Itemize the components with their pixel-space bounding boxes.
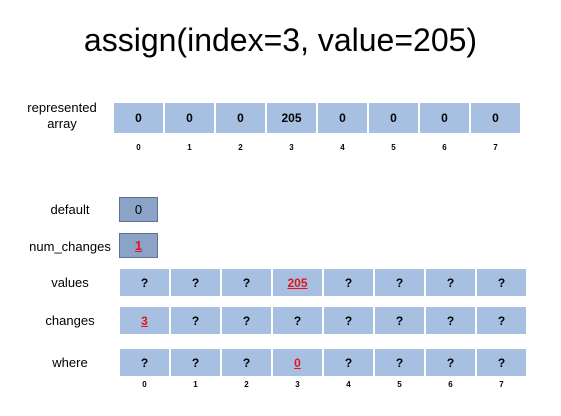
represented-array-cell: 0: [113, 102, 164, 134]
values-cell: ?: [221, 268, 272, 297]
index-label: 5: [397, 380, 402, 389]
changes-cell: ?: [476, 306, 527, 335]
values-cell: ?: [323, 268, 374, 297]
values-cell: ?: [119, 268, 170, 297]
index-label: 2: [244, 380, 249, 389]
represented-array-cell: 0: [368, 102, 419, 134]
where-cell: ?: [425, 348, 476, 377]
changes-cell: ?: [272, 306, 323, 335]
represented-array-label: represented array: [14, 100, 110, 132]
index-label: 3: [289, 143, 294, 152]
index-label: 5: [391, 143, 396, 152]
where-cell: ?: [221, 348, 272, 377]
index-label: 4: [346, 380, 351, 389]
where-label: where: [52, 355, 88, 370]
changes-cell: ?: [374, 306, 425, 335]
where-cell: ?: [323, 348, 374, 377]
changes-cell: ?: [425, 306, 476, 335]
index-label: 1: [187, 143, 192, 152]
values-cell: ?: [170, 268, 221, 297]
values-row: ? ? ? 205 ? ? ? ?: [119, 268, 527, 297]
represented-array-cell: 0: [215, 102, 266, 134]
num-changes-box-row: 1: [119, 233, 158, 258]
values-cell-highlight: 205: [272, 268, 323, 297]
where-cell: ?: [374, 348, 425, 377]
index-label: 2: [238, 143, 243, 152]
where-cell-highlight: 0: [272, 348, 323, 377]
represented-array-cell: 0: [470, 102, 521, 134]
index-label: 4: [340, 143, 345, 152]
num-changes-label: num_changes: [29, 239, 111, 254]
changes-cell: ?: [323, 306, 374, 335]
where-row: ? ? ? 0 ? ? ? ?: [119, 348, 527, 377]
values-cell: ?: [476, 268, 527, 297]
represented-array-row: 0 0 0 205 0 0 0 0: [113, 102, 521, 134]
represented-array-cell: 0: [164, 102, 215, 134]
default-label: default: [50, 202, 90, 217]
index-label: 0: [136, 143, 141, 152]
slide-title: assign(index=3, value=205): [83, 22, 478, 58]
index-label: 6: [448, 380, 453, 389]
values-cell: ?: [374, 268, 425, 297]
changes-cell: ?: [170, 306, 221, 335]
index-label: 3: [295, 380, 300, 389]
index-label: 7: [499, 380, 504, 389]
index-label: 0: [142, 380, 147, 389]
represented-array-label-line1: represented: [27, 100, 97, 115]
represented-array-cell: 0: [419, 102, 470, 134]
changes-row: 3 ? ? ? ? ? ? ?: [119, 306, 527, 335]
changes-label: changes: [45, 313, 95, 328]
where-cell: ?: [476, 348, 527, 377]
represented-array-cell: 0: [317, 102, 368, 134]
where-cell: ?: [119, 348, 170, 377]
default-value-cell: 0: [119, 197, 158, 222]
index-label: 7: [493, 143, 498, 152]
represented-array-label-line2: array: [47, 116, 77, 131]
represented-array-indices: 0 1 2 3 4 5 6 7: [113, 143, 521, 152]
where-indices: 0 1 2 3 4 5 6 7: [119, 380, 527, 389]
index-label: 6: [442, 143, 447, 152]
values-label: values: [51, 275, 89, 290]
default-box-row: 0: [119, 197, 158, 222]
changes-cell-highlight: 3: [119, 306, 170, 335]
num-changes-value-cell: 1: [119, 233, 158, 258]
where-cell: ?: [170, 348, 221, 377]
represented-array-cell: 205: [266, 102, 317, 134]
changes-cell: ?: [221, 306, 272, 335]
values-cell: ?: [425, 268, 476, 297]
index-label: 1: [193, 380, 198, 389]
